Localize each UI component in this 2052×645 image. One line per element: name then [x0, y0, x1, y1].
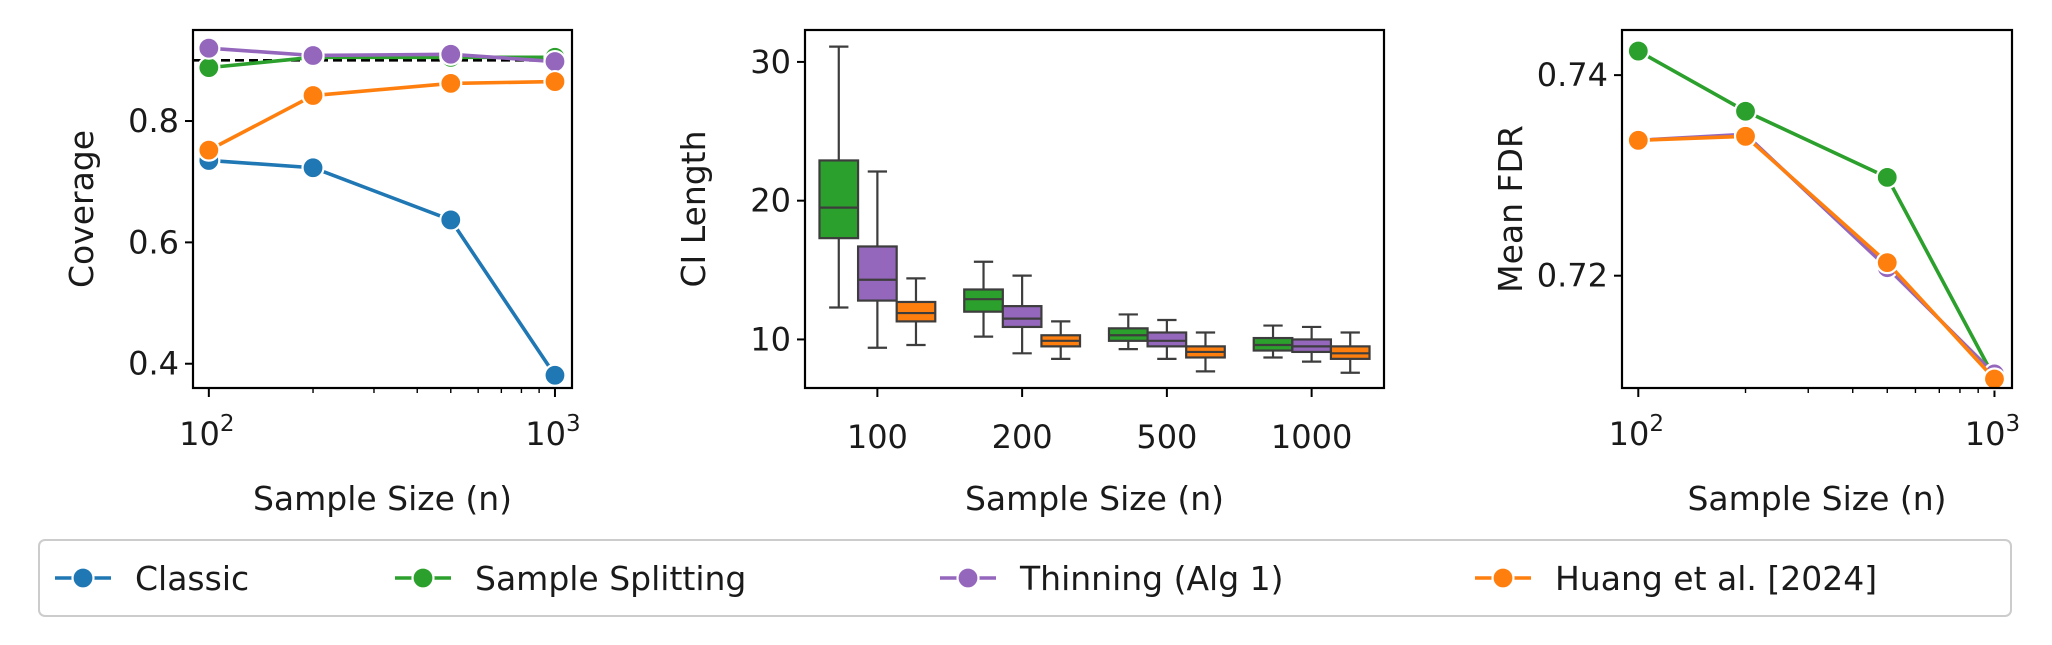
x-tick-base: 10 [525, 415, 566, 453]
data-point-sample-splitting [1875, 165, 1899, 190]
plot-frame [1620, 28, 2014, 390]
legend: Classic Sample Splitting Thinning (Alg 1) H… [38, 539, 2012, 617]
y-tick-label: 20 [750, 182, 791, 220]
data-point-huang-et-al-2024 [197, 138, 221, 162]
x-axis-label: Sample Size (n) [965, 479, 1224, 518]
data-point-sample-splitting [1626, 39, 1650, 63]
data-point-classic [301, 156, 325, 180]
x-tick-base: 10 [1965, 415, 2006, 453]
plot-frame [803, 28, 1386, 390]
y-tick-label: 30 [750, 43, 791, 81]
x-tick-label: 103 [525, 411, 580, 453]
box-sample-splitting [818, 159, 860, 240]
y-axis-label: Mean FDR [1491, 125, 1530, 293]
x-tick-label: 500 [1136, 418, 1197, 456]
box-thinning-alg-1 [1001, 305, 1043, 329]
y-tick-label: 10 [750, 320, 791, 358]
series-line-thinning-alg-1 [1638, 132, 1996, 376]
y-tick-label: 0.4 [128, 345, 179, 383]
series-line-classic [208, 158, 557, 377]
y-tick-label: 0.74 [1537, 56, 1608, 94]
data-point-thinning-alg-1 [439, 42, 463, 66]
series-line-huang-et-al-2024 [1638, 134, 1996, 381]
legend-label-thinning-alg-1: Thinning (Alg 1) [1019, 559, 1284, 598]
y-tick-label: 0.6 [128, 223, 179, 261]
data-point-huang-et-al-2024 [1875, 251, 1899, 275]
data-point-sample-splitting [197, 56, 221, 80]
legend-marker-classic [71, 566, 95, 590]
data-point-thinning-alg-1 [543, 49, 567, 74]
x-tick-exponent: 2 [1649, 411, 1664, 437]
legend-label-huang-et-al-2024: Huang et al. [2024] [1555, 559, 1877, 598]
series-line-thinning-alg-1 [208, 46, 556, 64]
data-point-thinning-alg-1 [197, 36, 221, 60]
data-point-huang-et-al-2024 [1982, 367, 2007, 391]
data-point-huang-et-al-2024 [1626, 128, 1650, 152]
y-tick-label: 0.8 [128, 102, 179, 140]
data-point-huang-et-al-2024 [301, 83, 325, 108]
legend-marker-huang-et-al-2024 [1491, 566, 1515, 590]
box-sample-splitting [963, 288, 1004, 313]
legend-label-classic: Classic [135, 559, 249, 598]
legend-marker-thinning-alg-1 [956, 566, 980, 590]
legend-marker-sample-splitting [411, 566, 435, 590]
x-tick-label: 102 [1609, 411, 1664, 453]
box-thinning-alg-1 [856, 245, 898, 302]
data-point-classic [439, 208, 463, 232]
data-point-thinning-alg-1 [301, 43, 325, 68]
series-line-sample-splitting [1637, 49, 1997, 379]
x-tick-label: 103 [1965, 411, 2020, 453]
data-point-sample-splitting [1733, 99, 1758, 123]
x-tick-base: 10 [1609, 415, 1650, 453]
x-tick-label: 200 [992, 418, 1053, 456]
legend-label-sample-splitting: Sample Splitting [475, 559, 746, 598]
x-tick-base: 10 [179, 415, 220, 453]
x-tick-label: 100 [847, 418, 908, 456]
series-line-huang-et-al-2024 [208, 79, 555, 152]
y-axis-label: Coverage [62, 130, 101, 288]
x-tick-label: 1000 [1271, 418, 1352, 456]
box-huang-et-al-2024 [895, 300, 937, 323]
data-point-classic [543, 363, 567, 387]
data-point-huang-et-al-2024 [543, 69, 567, 94]
x-tick-label: 102 [179, 411, 234, 453]
plot-frame [191, 28, 574, 390]
x-axis-label: Sample Size (n) [1687, 479, 1946, 518]
data-point-huang-et-al-2024 [439, 71, 463, 95]
ci-length-chart: 10 20 30 CI Length Sample Size (n) 100 200 500 1… [674, 28, 1386, 518]
y-axis-label: CI Length [674, 130, 713, 287]
box-thinning-alg-1 [1146, 331, 1188, 348]
legend-frame [38, 539, 2012, 617]
x-tick-exponent: 3 [2006, 411, 2021, 437]
data-point-huang-et-al-2024 [1733, 124, 1758, 148]
x-axis-label: Sample Size (n) [253, 479, 512, 518]
y-tick-label: 0.72 [1537, 257, 1608, 295]
x-tick-exponent: 3 [566, 411, 581, 437]
x-tick-exponent: 2 [220, 411, 235, 437]
